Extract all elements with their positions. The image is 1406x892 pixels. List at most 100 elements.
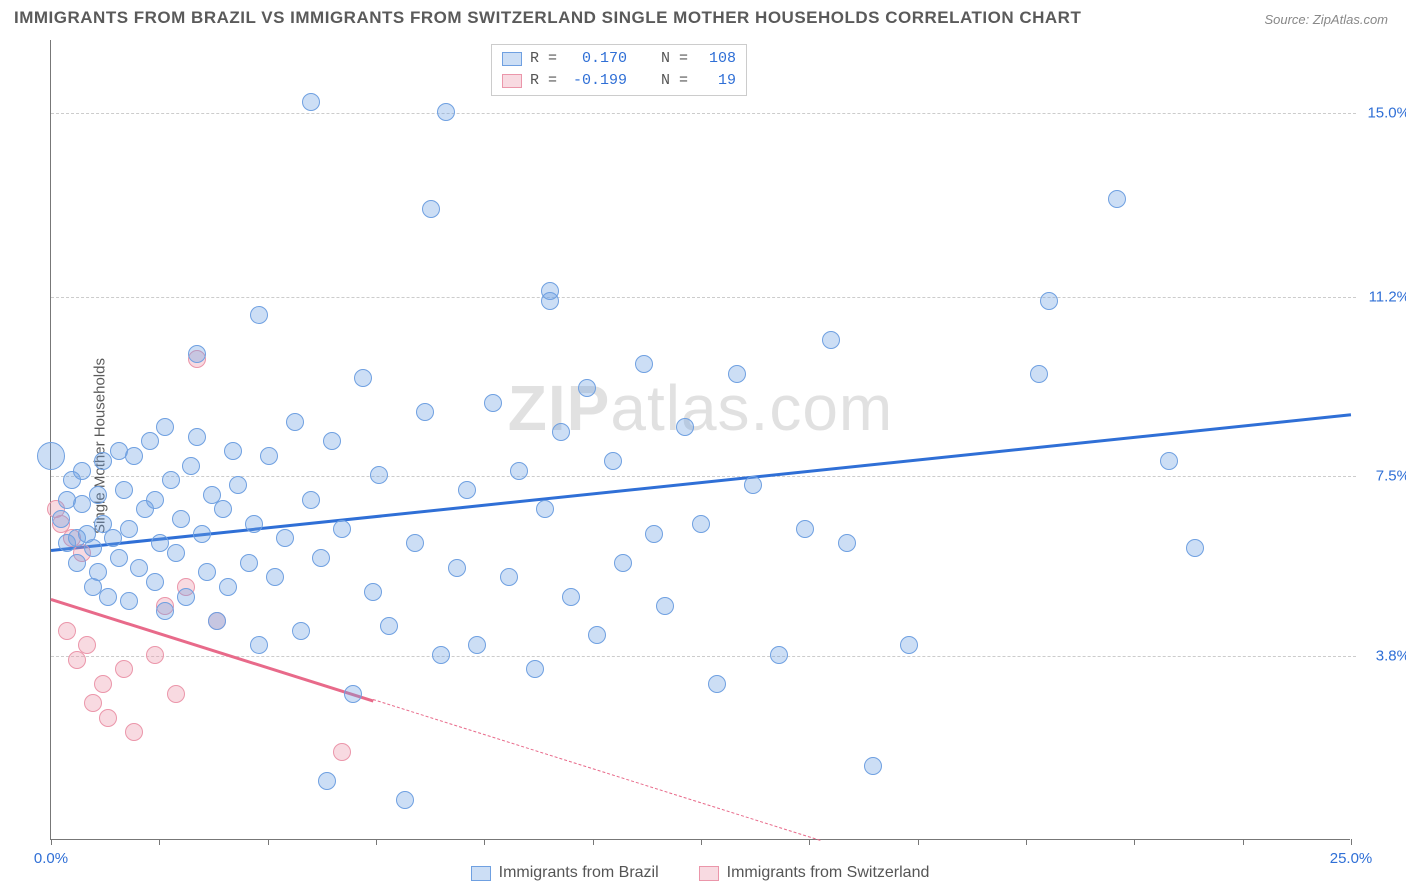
series2-point — [125, 723, 143, 741]
series1-point — [224, 442, 242, 460]
legend-row: R =-0.199 N =19 — [502, 70, 736, 92]
legend-r-label: R = — [530, 70, 557, 92]
gridline-horizontal — [51, 297, 1356, 298]
series1-point — [84, 539, 102, 557]
y-tick-label: 15.0% — [1367, 104, 1406, 121]
series1-point — [292, 622, 310, 640]
series1-point — [89, 486, 107, 504]
x-tick — [1351, 839, 1352, 845]
legend-r-value: -0.199 — [565, 70, 627, 92]
series1-point — [692, 515, 710, 533]
series1-point — [266, 568, 284, 586]
series2-point — [84, 694, 102, 712]
series1-point — [728, 365, 746, 383]
legend-n-value: 19 — [696, 70, 736, 92]
series2-point — [94, 675, 112, 693]
series1-point — [645, 525, 663, 543]
series1-point — [99, 588, 117, 606]
series1-point — [406, 534, 424, 552]
series1-point — [468, 636, 486, 654]
series1-point — [370, 466, 388, 484]
gridline-horizontal — [51, 113, 1356, 114]
series1-point — [312, 549, 330, 567]
y-tick-label: 11.2% — [1369, 288, 1406, 305]
series1-point — [838, 534, 856, 552]
legend-n-value: 108 — [696, 48, 736, 70]
y-tick-label: 7.5% — [1376, 468, 1406, 485]
series1-point — [302, 93, 320, 111]
series1-point — [120, 520, 138, 538]
x-tick — [268, 839, 269, 845]
series1-point — [437, 103, 455, 121]
series1-point — [1030, 365, 1048, 383]
series1-point — [156, 418, 174, 436]
series1-point — [432, 646, 450, 664]
series1-point — [156, 602, 174, 620]
legend-r-value: 0.170 — [565, 48, 627, 70]
x-tick — [809, 839, 810, 845]
series1-point — [177, 588, 195, 606]
legend-swatch — [502, 52, 522, 66]
chart-title: IMMIGRANTS FROM BRAZIL VS IMMIGRANTS FRO… — [14, 8, 1081, 28]
series1-point — [146, 491, 164, 509]
series1-point — [354, 369, 372, 387]
series1-point — [396, 791, 414, 809]
series1-point — [302, 491, 320, 509]
legend-swatch — [699, 866, 719, 881]
series1-point — [208, 612, 226, 630]
legend-item: Immigrants from Switzerland — [699, 864, 930, 882]
series2-point — [78, 636, 96, 654]
series1-point — [318, 772, 336, 790]
legend-row: R = 0.170 N = 108 — [502, 48, 736, 70]
series1-point — [864, 757, 882, 775]
series1-point — [250, 306, 268, 324]
series2-point — [333, 743, 351, 761]
legend-r-label: R = — [530, 48, 557, 70]
series2-point — [99, 709, 117, 727]
series1-point — [333, 520, 351, 538]
x-tick — [484, 839, 485, 845]
x-tick — [701, 839, 702, 845]
x-tick — [1243, 839, 1244, 845]
series1-point — [276, 529, 294, 547]
x-tick — [918, 839, 919, 845]
series1-point — [364, 583, 382, 601]
series2-point — [58, 622, 76, 640]
series1-point — [422, 200, 440, 218]
series2-point — [115, 660, 133, 678]
series1-point — [172, 510, 190, 528]
series1-point — [770, 646, 788, 664]
series1-point — [635, 355, 653, 373]
series1-point — [380, 617, 398, 635]
series1-point — [500, 568, 518, 586]
series1-point — [1040, 292, 1058, 310]
series1-point — [510, 462, 528, 480]
series1-point — [245, 515, 263, 533]
correlation-legend: R = 0.170 N = 108R = -0.199 N = 19 — [491, 44, 747, 96]
series1-point — [416, 403, 434, 421]
series1-point — [588, 626, 606, 644]
series1-point — [167, 544, 185, 562]
series1-point — [37, 442, 65, 470]
series-legend: Immigrants from BrazilImmigrants from Sw… — [50, 864, 1350, 882]
series1-point — [250, 636, 268, 654]
y-tick-label: 3.8% — [1376, 647, 1406, 664]
x-tick — [1134, 839, 1135, 845]
legend-swatch — [471, 866, 491, 881]
series1-point — [198, 563, 216, 581]
series1-point — [562, 588, 580, 606]
legend-swatch — [502, 74, 522, 88]
series1-point — [796, 520, 814, 538]
series1-point — [193, 525, 211, 543]
series1-point — [1160, 452, 1178, 470]
gridline-horizontal — [51, 656, 1356, 657]
series1-point — [536, 500, 554, 518]
series1-point — [541, 292, 559, 310]
series1-point — [188, 428, 206, 446]
series1-point — [656, 597, 674, 615]
watermark-rest: atlas.com — [610, 372, 893, 444]
x-tick — [593, 839, 594, 845]
series1-point — [458, 481, 476, 499]
legend-n-label: N = — [661, 48, 688, 70]
series1-point — [344, 685, 362, 703]
